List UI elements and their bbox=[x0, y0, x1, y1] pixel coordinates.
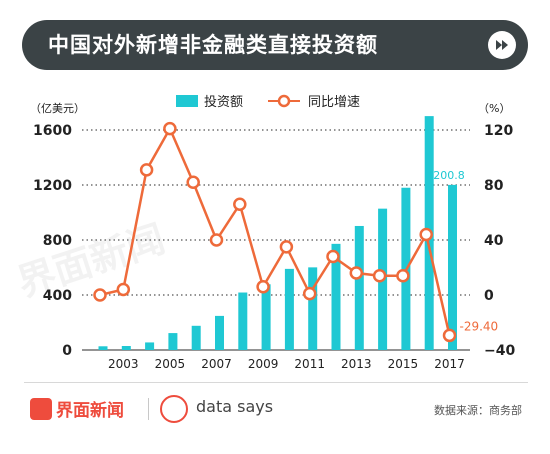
bar bbox=[448, 184, 457, 350]
data-says-icon bbox=[160, 395, 188, 423]
legend-bar-swatch bbox=[176, 95, 198, 107]
x-tick-label: 2013 bbox=[341, 357, 372, 371]
y-left-tick-label: 0 bbox=[62, 343, 72, 359]
y-left-tick-label: 1200 bbox=[33, 178, 72, 194]
bar bbox=[354, 225, 364, 350]
growth-point bbox=[349, 266, 364, 280]
footer-brand-text: data says bbox=[196, 397, 274, 416]
growth-point bbox=[326, 249, 340, 264]
footer-divider-line bbox=[24, 382, 528, 383]
y-left-tick-label: 400 bbox=[43, 288, 72, 304]
legend-line-marker bbox=[277, 94, 291, 108]
growth-point bbox=[256, 280, 270, 294]
arrow-right-icon bbox=[488, 31, 516, 59]
x-tick-label: 2005 bbox=[155, 357, 186, 371]
y-right-tick-label: −40 bbox=[484, 343, 515, 359]
bar bbox=[121, 346, 131, 350]
y-left-tick-label: 1600 bbox=[33, 123, 72, 139]
bar-data-label: 1200.8 bbox=[426, 169, 465, 182]
x-tick-label: 2009 bbox=[248, 357, 279, 371]
y-left-tick-label: 800 bbox=[43, 233, 72, 249]
growth-point bbox=[372, 269, 387, 283]
chart: 0 400 800 1200 1600 −40 0 40 80 120 （亿美元） （%） 投资额 同比增… bbox=[30, 94, 515, 371]
x-tick-label: 2003 bbox=[108, 357, 139, 371]
bar bbox=[168, 333, 178, 350]
y-left-unit: （亿美元） bbox=[30, 102, 85, 115]
y-right-tick-label: 80 bbox=[484, 178, 504, 194]
bar bbox=[284, 268, 294, 350]
jiemian-logo-icon bbox=[30, 398, 52, 420]
growth-point bbox=[209, 233, 224, 247]
legend-bar-label: 投资额 bbox=[204, 94, 243, 110]
x-tick-label: 2007 bbox=[201, 357, 232, 371]
line-data-label: -29.40 bbox=[460, 319, 499, 333]
chart-title: 中国对外新增非金融类直接投资额 bbox=[48, 33, 378, 57]
y-right-unit: （%） bbox=[478, 102, 510, 115]
title-bar: 中国对外新增非金融类直接投资额 bbox=[22, 20, 528, 70]
growth-point bbox=[279, 240, 294, 254]
x-tick-label: 2017 bbox=[434, 357, 465, 371]
growth-point bbox=[442, 328, 457, 343]
bar bbox=[98, 346, 108, 350]
growth-point bbox=[233, 197, 247, 211]
bar bbox=[308, 267, 318, 350]
growth-point bbox=[396, 269, 410, 283]
growth-point bbox=[93, 288, 107, 302]
bar bbox=[238, 292, 248, 350]
growth-point bbox=[186, 175, 200, 189]
growth-point bbox=[116, 282, 131, 297]
footer-divider bbox=[148, 398, 149, 420]
legend-line-label: 同比增速 bbox=[308, 95, 360, 110]
x-tick-label: 2011 bbox=[294, 357, 325, 371]
bar bbox=[261, 284, 271, 350]
growth-line bbox=[99, 125, 451, 336]
bar bbox=[191, 325, 201, 350]
bar bbox=[331, 243, 341, 350]
growth-point bbox=[163, 121, 177, 136]
bar bbox=[215, 315, 224, 350]
growth-point bbox=[139, 163, 154, 177]
growth-point bbox=[419, 227, 433, 242]
source-note: 数据来源：商务部 bbox=[434, 404, 522, 417]
y-right-tick-label: 0 bbox=[484, 288, 494, 304]
footer-logo-text: 界面新闻 bbox=[56, 401, 124, 421]
y-right-tick-label: 40 bbox=[484, 233, 504, 249]
x-tick-label: 2015 bbox=[388, 357, 419, 371]
growth-point bbox=[302, 286, 317, 301]
bar bbox=[145, 342, 155, 350]
y-right-tick-label: 120 bbox=[484, 123, 513, 139]
